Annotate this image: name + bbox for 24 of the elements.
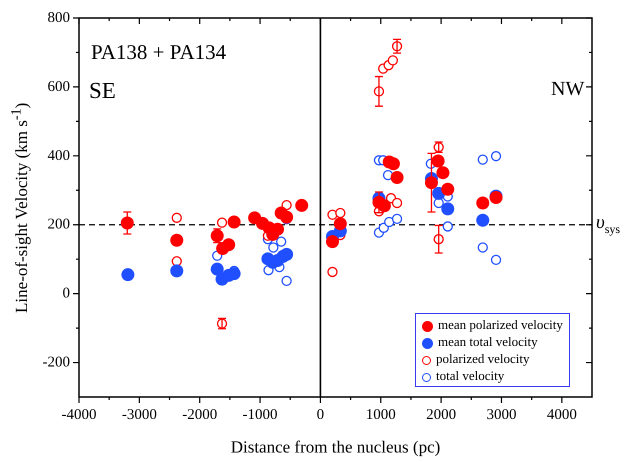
x-tick-label: 2000 [426, 406, 456, 423]
legend-label: polarized velocity [436, 351, 530, 366]
y-tick-label: 200 [48, 216, 70, 233]
y-tick-label: 400 [48, 148, 70, 164]
annotation: SE [89, 78, 116, 104]
x-tick-label: -4000 [62, 406, 96, 423]
y-tick-label: 800 [48, 10, 70, 26]
x-tick-label: 1000 [366, 406, 396, 423]
x-tick-label: -2000 [182, 406, 218, 423]
legend-label: mean total velocity [438, 334, 538, 349]
y-tick-label: -200 [42, 354, 70, 370]
legend-label: mean polarized velocity [438, 317, 563, 332]
x-tick-label: 0 [316, 406, 324, 423]
x-tick-label: 4000 [546, 406, 577, 423]
x-tick-label: -3000 [122, 406, 157, 423]
ref-line-label: υ$_{sys}$ [596, 212, 620, 237]
legend-label: total velocity [436, 368, 504, 383]
annotation: NW [551, 78, 584, 101]
y-tick-label: 600 [48, 78, 70, 95]
x-tick-label: 3000 [486, 406, 516, 423]
y-tick-label: 0 [62, 286, 70, 302]
annotation: PA138 + PA134 [91, 40, 226, 65]
x-axis-title: Distance from the nucleus (pc) [230, 437, 440, 456]
x-tick-label: -1000 [242, 406, 278, 423]
